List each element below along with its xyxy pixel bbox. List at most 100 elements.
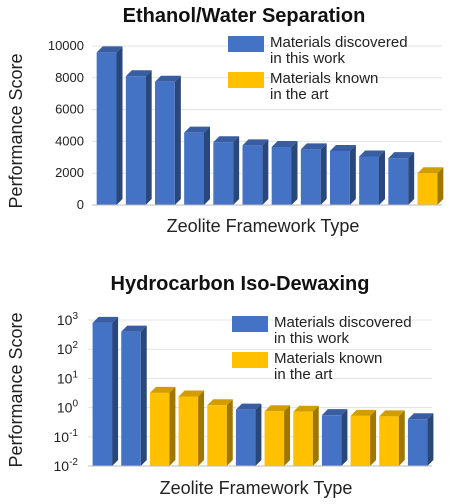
legend-swatch-discovered — [228, 36, 264, 52]
bar-top — [264, 405, 291, 412]
x-axis-title: Zeolite Framework Type — [160, 478, 353, 498]
bar-front — [149, 392, 170, 466]
bar-front — [388, 158, 409, 205]
bar — [242, 139, 269, 205]
bar-top — [242, 139, 269, 146]
legend: Materials discovered in this work Materi… — [232, 314, 412, 383]
bar-series — [92, 316, 434, 466]
legend-label-discovered-line2: in this work — [274, 330, 350, 347]
bar — [293, 405, 319, 466]
bar-side — [370, 409, 377, 466]
bar-top — [407, 413, 434, 420]
bar-front — [407, 419, 428, 466]
bar-side — [233, 136, 240, 205]
bar-top — [178, 390, 205, 397]
bar — [350, 409, 377, 466]
bar-front — [121, 331, 141, 466]
legend-label-known-line1: Materials known — [274, 350, 382, 367]
bar-top — [321, 409, 348, 416]
y-tick-label: 8000 — [55, 70, 84, 85]
chart-title: Hydrocarbon Iso-Dewaxing — [111, 273, 370, 295]
y-axis-ticks: 103 102 101 100 10-1 10-2 — [54, 311, 79, 474]
bar-top — [359, 150, 385, 157]
legend-label-discovered-line1: Materials discovered — [274, 314, 412, 331]
bar — [359, 150, 385, 205]
bar-side — [140, 325, 147, 466]
y-tick-label: 6000 — [55, 102, 84, 117]
bar-front — [242, 145, 263, 205]
bar-top — [125, 70, 152, 77]
bar-series — [96, 46, 444, 206]
legend: Materials discovered in this work Materi… — [228, 34, 408, 103]
bar-top — [379, 410, 405, 417]
legend-label-discovered-line2: in this work — [270, 50, 346, 67]
bar — [330, 144, 356, 205]
bar-side — [427, 413, 434, 466]
bar-top — [155, 75, 181, 82]
bar-front — [96, 52, 117, 205]
bar — [213, 136, 240, 205]
bar-top — [213, 136, 240, 143]
bar-side — [437, 167, 444, 205]
y-tick-label: 2000 — [55, 165, 84, 180]
y-axis-title: Performance Score — [6, 53, 26, 208]
bar-side — [320, 143, 327, 205]
bar — [184, 126, 210, 205]
y-tick-label: 100 — [57, 399, 79, 416]
y-tick-label: 101 — [57, 369, 79, 386]
legend-label-known-line2: in the art — [270, 86, 329, 103]
bar-top — [300, 143, 327, 150]
bar-top — [271, 140, 298, 147]
bar — [388, 152, 415, 205]
legend-label-known-line1: Materials known — [270, 70, 378, 87]
bar-front — [417, 173, 438, 205]
y-tick-label: 0 — [77, 197, 84, 212]
bar-side — [262, 139, 269, 205]
bar-front — [92, 322, 113, 466]
bar-front — [321, 415, 342, 466]
bar-front — [207, 405, 227, 466]
bar-side — [255, 403, 262, 466]
bar — [149, 386, 176, 466]
bar-front — [235, 409, 256, 466]
bar-front — [271, 146, 292, 205]
bar-side — [312, 405, 319, 466]
bar — [379, 410, 405, 466]
chart-ethanol-water: Ethanol/Water Separation 0 2000 4000 6000 80… — [6, 5, 444, 236]
bar — [300, 143, 327, 205]
bar-front — [184, 132, 204, 205]
bar-front — [379, 416, 399, 466]
bar-top — [121, 325, 147, 332]
bar-front — [125, 76, 146, 206]
bar — [121, 325, 147, 466]
bar-top — [235, 403, 262, 410]
legend-label-discovered-line1: Materials discovered — [270, 34, 408, 51]
bar-side — [116, 46, 123, 205]
bar-front — [213, 142, 234, 205]
legend-swatch-discovered — [232, 316, 268, 332]
bar-top — [207, 399, 233, 406]
bar-top — [350, 409, 377, 416]
legend-swatch-known — [232, 352, 268, 368]
bar-side — [174, 75, 181, 206]
bar-front — [155, 81, 175, 205]
bar-top — [417, 167, 444, 174]
bar-top — [184, 126, 210, 133]
y-tick-label: 102 — [57, 340, 79, 357]
bar-side — [198, 390, 205, 466]
y-tick-label: 10-1 — [54, 428, 79, 445]
bar-side — [408, 152, 415, 205]
bar-top — [388, 152, 415, 159]
bar-top — [92, 316, 119, 323]
y-axis-title: Performance Score — [6, 312, 26, 467]
bar-side — [398, 410, 405, 466]
y-tick-label: 4000 — [55, 133, 84, 148]
bar-front — [300, 149, 321, 205]
bar-front — [359, 156, 379, 205]
bar — [178, 390, 205, 466]
chart-hydrocarbon: Hydrocarbon Iso-Dewaxing 103 102 101 100 10-… — [6, 273, 434, 498]
bar — [417, 167, 444, 205]
bar-top — [330, 144, 356, 151]
bar-side — [204, 126, 210, 205]
